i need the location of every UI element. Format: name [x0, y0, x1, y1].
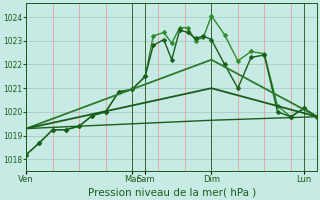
X-axis label: Pression niveau de la mer( hPa ): Pression niveau de la mer( hPa ): [88, 187, 256, 197]
